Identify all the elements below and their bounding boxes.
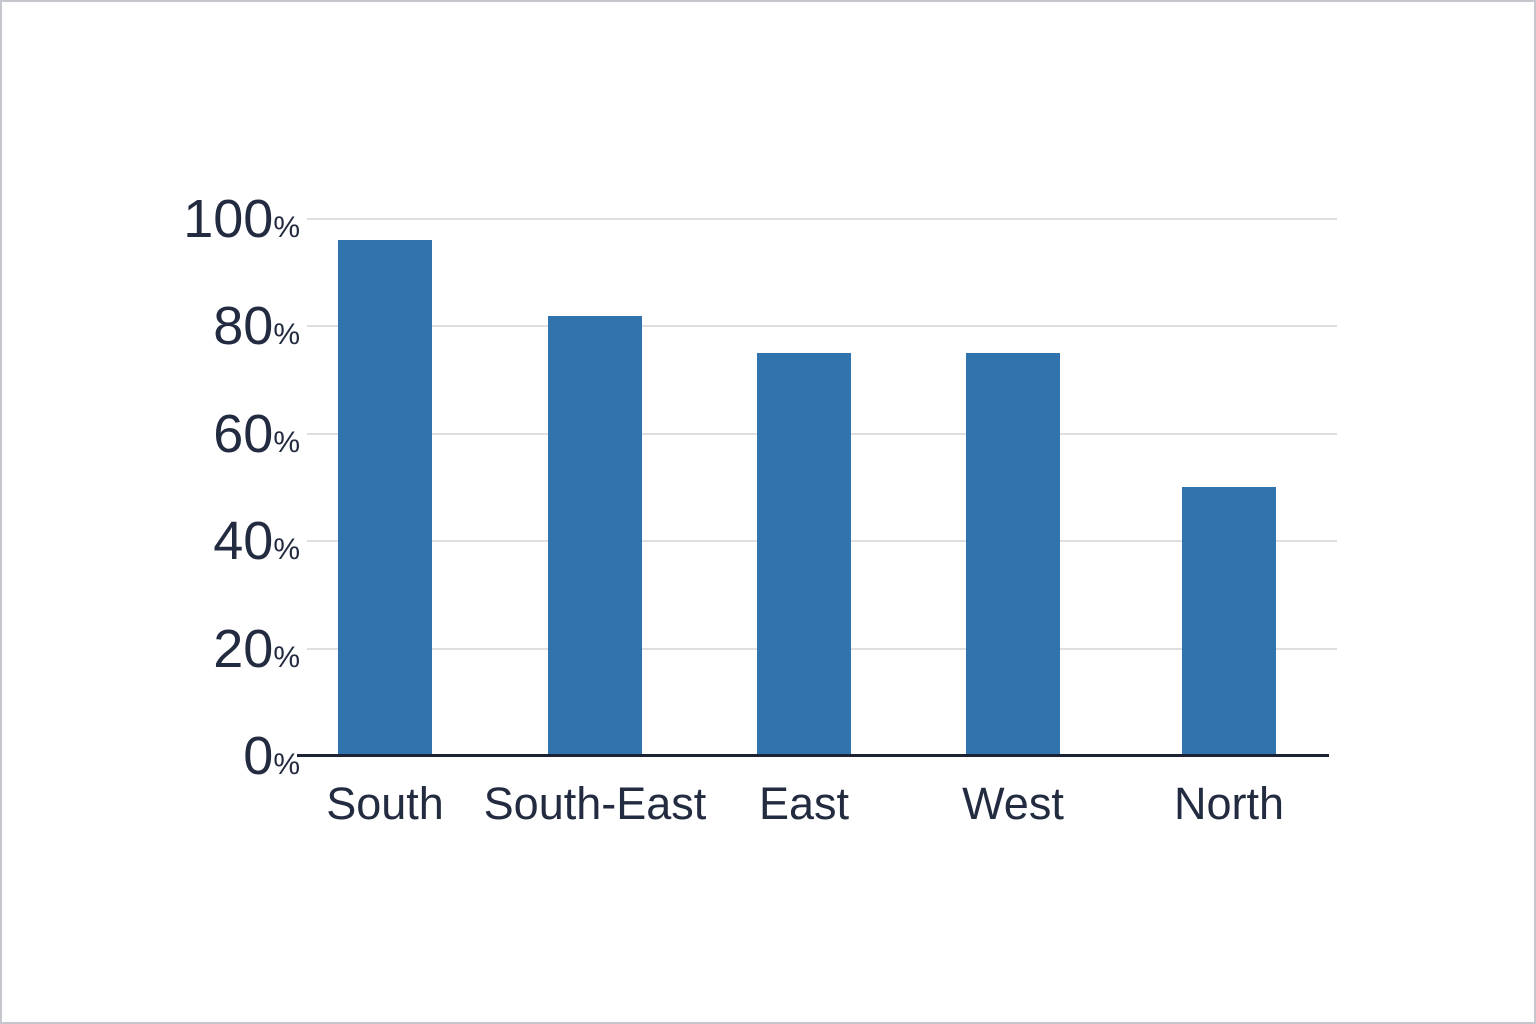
y-tick-unit: % bbox=[273, 318, 300, 351]
y-tick-label-20: 20% bbox=[42, 614, 300, 684]
y-tick-unit: % bbox=[273, 426, 300, 459]
gridline-80 bbox=[307, 325, 1337, 327]
y-tick-unit: % bbox=[273, 748, 300, 781]
y-tick-number: 100 bbox=[183, 189, 274, 249]
bar-west bbox=[966, 353, 1060, 756]
bar-south-east bbox=[548, 316, 642, 756]
bar-south bbox=[338, 240, 432, 756]
y-tick-unit: % bbox=[273, 641, 300, 674]
gridline-100 bbox=[307, 218, 1337, 220]
y-tick-label-60: 60% bbox=[42, 399, 300, 469]
x-category-label-south-east: South-East bbox=[483, 778, 707, 829]
x-category-label-north: North bbox=[1173, 778, 1285, 829]
y-tick-number: 60 bbox=[213, 404, 274, 464]
bar-north bbox=[1182, 487, 1276, 756]
y-tick-number: 80 bbox=[213, 296, 274, 356]
y-tick-unit: % bbox=[273, 211, 300, 244]
y-tick-number: 0 bbox=[243, 726, 274, 786]
x-category-label-west: West bbox=[962, 778, 1064, 829]
bar-east bbox=[757, 353, 851, 756]
x-category-label-east: East bbox=[758, 778, 850, 829]
x-category-label-south: South bbox=[326, 778, 444, 829]
y-tick-number: 40 bbox=[213, 511, 274, 571]
y-tick-unit: % bbox=[273, 533, 300, 566]
y-tick-label-100: 100% bbox=[42, 184, 300, 254]
x-axis-line bbox=[297, 754, 1329, 757]
y-tick-label-40: 40% bbox=[42, 506, 300, 576]
y-tick-label-0: 0% bbox=[42, 721, 300, 791]
y-tick-label-80: 80% bbox=[42, 291, 300, 361]
y-tick-number: 20 bbox=[213, 619, 274, 679]
